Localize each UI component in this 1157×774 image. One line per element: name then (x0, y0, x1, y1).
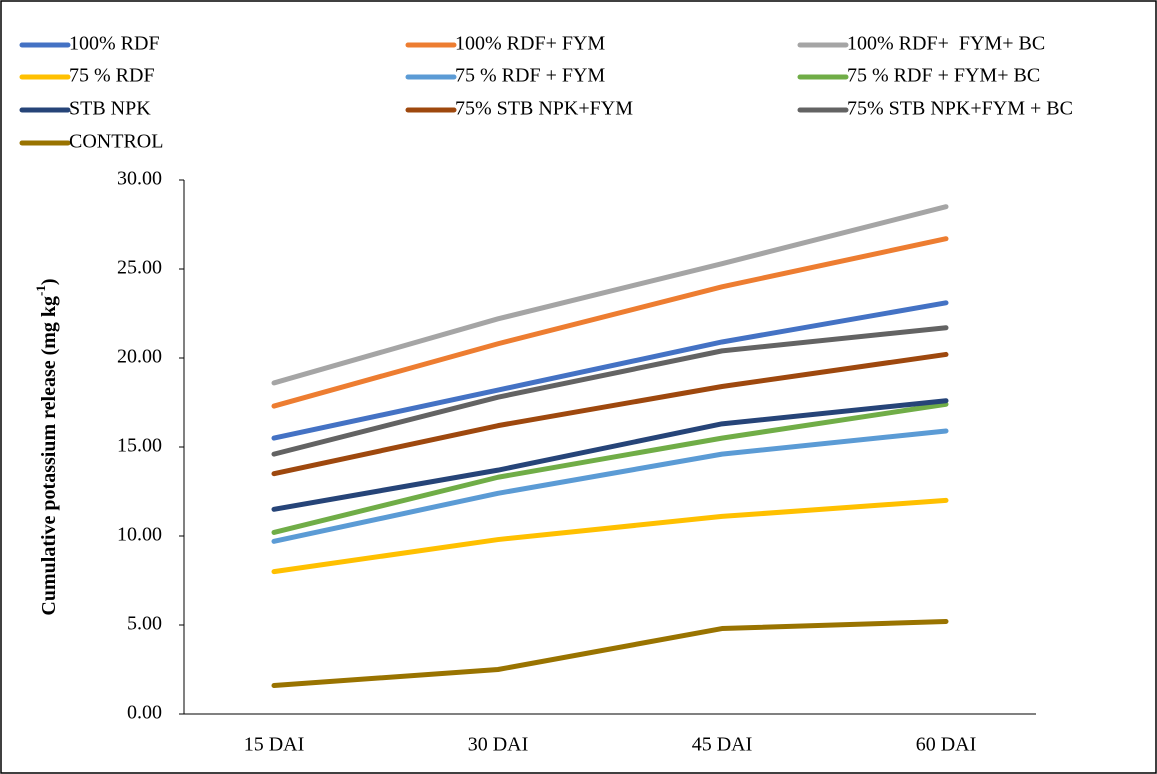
y-label-text: Cumulative potassium release (mg kg (38, 296, 60, 616)
y-tick-label: 0.00 (127, 702, 162, 724)
legend-label: 100% RDF (69, 33, 160, 55)
data-line (271, 618, 949, 689)
y-label-close: ) (38, 278, 60, 285)
y-label-sup: -1 (33, 285, 48, 296)
data-line (271, 497, 949, 575)
legend-label: 75 % RDF + FYM+ BC (847, 65, 1040, 87)
legend-label: 100% RDF+ FYM (455, 33, 605, 55)
legend-label: 75 % RDF + FYM (455, 65, 605, 87)
legend-label: 75% STB NPK+FYM (455, 98, 633, 120)
y-axis-label: Cumulative potassium release (mg kg-1) (33, 278, 59, 615)
x-tick-label: 30 DAI (468, 734, 529, 756)
y-tick-label: 10.00 (117, 524, 162, 546)
legend-label: 75% STB NPK+FYM + BC (847, 98, 1073, 120)
legend-label: 100% RDF+ FYM+ BC (847, 33, 1045, 55)
data-line (271, 351, 949, 477)
data-line (271, 398, 949, 512)
data-line (271, 300, 949, 441)
data-line (271, 325, 949, 457)
data-line (271, 401, 949, 535)
legend-label: CONTROL (69, 131, 163, 153)
data-line (271, 428, 949, 544)
y-tick-label: 25.00 (117, 257, 162, 279)
x-tick-label: 15 DAI (244, 734, 305, 756)
legend-label: 75 % RDF (69, 65, 155, 87)
y-tick-label: 5.00 (127, 613, 162, 635)
x-tick-label: 60 DAI (916, 734, 977, 756)
y-tick-label: 20.00 (117, 346, 162, 368)
x-tick-label: 45 DAI (692, 734, 753, 756)
data-line (271, 236, 949, 409)
data-line (271, 204, 949, 386)
legend-label: STB NPK (69, 98, 151, 120)
y-tick-label: 15.00 (117, 435, 162, 457)
y-tick-label: 30.00 (117, 168, 162, 190)
